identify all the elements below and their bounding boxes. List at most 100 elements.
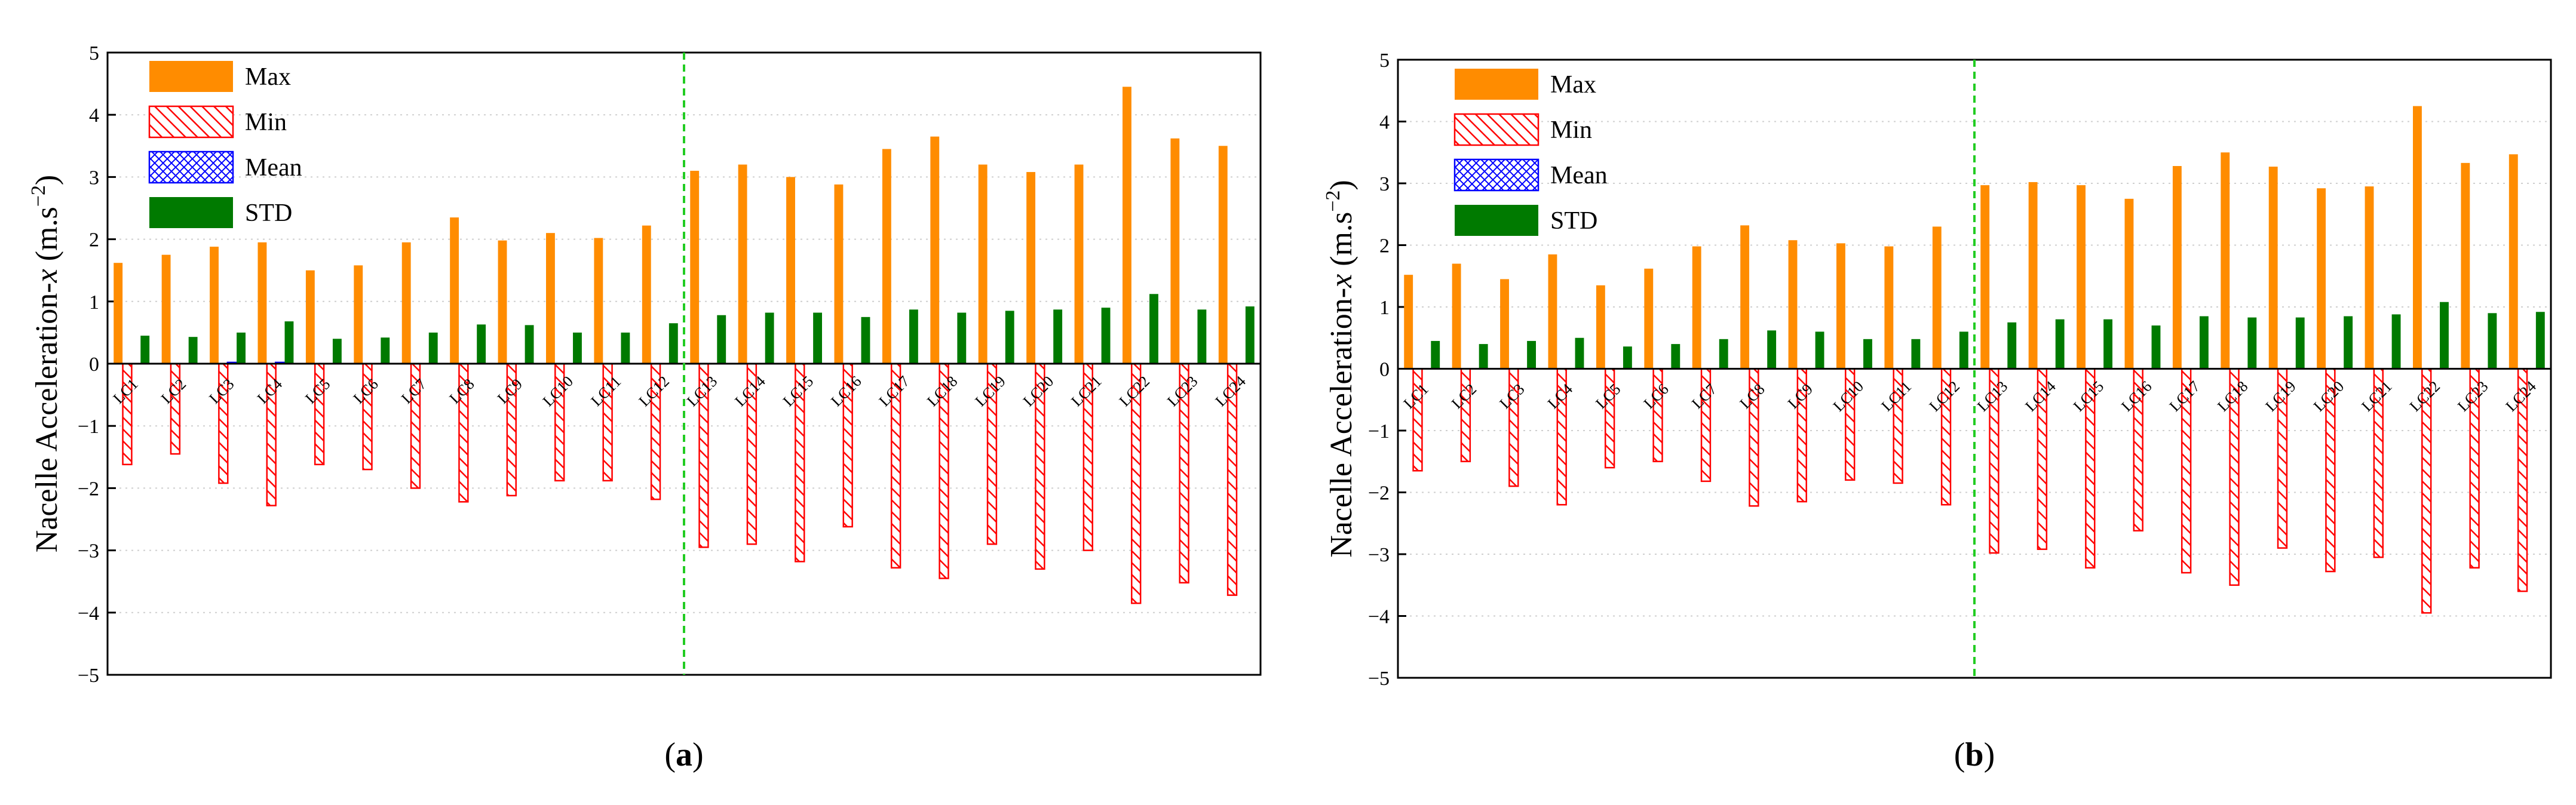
y-tick-label: −5 xyxy=(1368,668,1390,690)
bar-std xyxy=(1719,339,1728,369)
y-axis-label-variable: x xyxy=(1324,274,1358,288)
bar-max xyxy=(1452,263,1461,369)
bar-std xyxy=(381,337,390,364)
bar-max xyxy=(1692,246,1701,369)
bar-std xyxy=(621,332,630,364)
bar-max xyxy=(594,238,603,364)
bar-max xyxy=(642,225,651,364)
legend-swatch-min xyxy=(1453,113,1540,146)
legend-swatch-max xyxy=(149,61,233,92)
y-tick-label: 3 xyxy=(89,167,99,189)
legend-label: Min xyxy=(245,109,287,136)
legend-swatch-std xyxy=(149,197,233,228)
bar-max xyxy=(1932,226,1942,369)
bar-max xyxy=(2124,198,2134,369)
bar-max xyxy=(978,164,988,364)
bar-max xyxy=(1596,285,1605,369)
y-tick-label: −5 xyxy=(78,665,99,687)
bar-max xyxy=(1548,254,1557,369)
bar-std xyxy=(1479,344,1488,369)
legend-label: Max xyxy=(245,63,291,91)
bar-max xyxy=(2268,167,2278,369)
bar-std xyxy=(765,312,774,364)
bar-std xyxy=(525,325,534,364)
bar-std xyxy=(2055,319,2065,369)
bar-std xyxy=(573,332,582,364)
y-tick-label: 1 xyxy=(1379,297,1390,319)
y-tick-label: −3 xyxy=(78,540,99,563)
bar-max xyxy=(114,263,123,364)
bar-std xyxy=(2199,316,2209,369)
legend-label: STD xyxy=(245,199,292,227)
bar-max xyxy=(1404,275,1413,369)
y-tick-label: 0 xyxy=(1379,359,1390,381)
bar-std xyxy=(1767,330,1777,369)
bar-std xyxy=(1431,340,1440,369)
bar-std xyxy=(1197,309,1207,364)
bar-std xyxy=(2151,325,2161,369)
bar-max xyxy=(1026,172,1036,364)
bar-max xyxy=(930,136,940,364)
bar-max xyxy=(2461,162,2470,369)
y-tick-label: 5 xyxy=(1379,50,1390,72)
panel-label-close: ) xyxy=(1984,736,1995,773)
bar-std xyxy=(1575,337,1584,369)
legend-swatch-mean xyxy=(148,150,234,184)
bar-std xyxy=(1053,309,1063,364)
bar-std xyxy=(1149,294,1158,364)
bar-max xyxy=(354,265,363,364)
bar-max xyxy=(2077,185,2086,369)
y-axis-label: Nacelle Acceleration-x (m.s−2) xyxy=(27,175,64,552)
bar-max xyxy=(2365,186,2374,369)
bar-std xyxy=(1671,344,1680,369)
bar-max xyxy=(161,254,171,364)
y-axis-label: Nacelle Acceleration-x (m.s−2) xyxy=(1322,180,1358,557)
bar-std xyxy=(717,315,726,364)
bar-max xyxy=(690,170,700,364)
bar-std xyxy=(1005,311,1014,364)
bar-std xyxy=(2103,319,2112,369)
bar-max xyxy=(210,247,219,364)
bar-std xyxy=(237,332,246,364)
y-axis-label-variable: x xyxy=(30,269,64,283)
y-axis-label-text: Nacelle Acceleration- xyxy=(1324,288,1358,558)
y-axis-label-exponent: −2 xyxy=(27,185,50,207)
y-tick-label: 3 xyxy=(1379,173,1390,195)
bar-std xyxy=(1911,339,1921,369)
bar-std xyxy=(2440,302,2449,369)
bar-max xyxy=(2508,154,2518,369)
bar-max xyxy=(401,242,411,364)
bar-max xyxy=(882,149,891,364)
bar-std xyxy=(813,312,822,364)
y-tick-label: −1 xyxy=(78,416,99,438)
bar-std xyxy=(428,332,438,364)
bar-std xyxy=(1101,308,1111,364)
y-tick-label: −1 xyxy=(1368,420,1390,443)
legend-label: STD xyxy=(1550,207,1597,235)
y-tick-label: −4 xyxy=(78,603,99,625)
y-axis-label-exponent: −2 xyxy=(1322,191,1344,212)
bar-std xyxy=(668,323,678,364)
y-tick-label: 4 xyxy=(89,105,99,127)
bar-std xyxy=(1245,306,1255,364)
bar-max xyxy=(257,242,267,364)
y-axis-label-unit: (m.s xyxy=(1324,212,1358,274)
bar-max xyxy=(2317,188,2326,369)
bar-std xyxy=(2344,316,2353,369)
y-tick-label: 2 xyxy=(89,229,99,251)
bar-std xyxy=(2488,313,2497,369)
bar-max xyxy=(498,240,507,364)
legend-label: Mean xyxy=(1550,162,1608,189)
legend-label: Min xyxy=(1550,116,1592,144)
bar-std xyxy=(2295,317,2305,369)
bar-max xyxy=(738,164,747,364)
bar-max xyxy=(1123,87,1131,364)
y-axis-label-unit: (m.s xyxy=(30,207,64,269)
panel-label-letter: a xyxy=(676,736,692,773)
y-tick-label: −4 xyxy=(1368,606,1390,628)
bar-max xyxy=(1170,138,1180,364)
y-tick-label: 1 xyxy=(89,291,99,314)
